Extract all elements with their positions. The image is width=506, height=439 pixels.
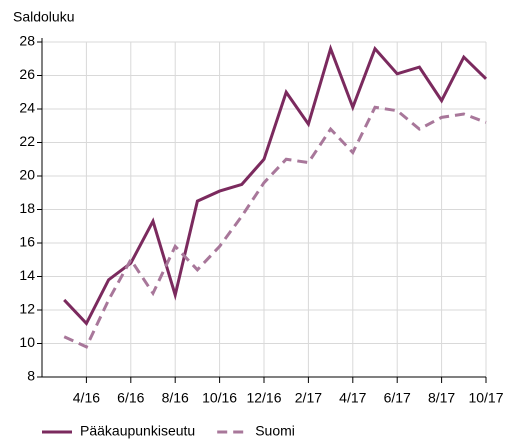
y-tick-label: 10: [19, 334, 35, 350]
line-series: [63, 43, 488, 326]
y-tick-label: 14: [19, 267, 35, 283]
y-tick-label: 18: [19, 200, 35, 216]
y-tick-label: 26: [19, 66, 35, 82]
y-tick-label: 28: [19, 33, 35, 49]
y-tick-label: 24: [19, 100, 35, 116]
y-tick-label: 16: [19, 234, 35, 250]
x-tick-label: 10/17: [468, 390, 503, 406]
y-tick-label: 8: [27, 368, 35, 384]
x-tick-label: 4/16: [73, 390, 100, 406]
legend-label: Suomi: [255, 423, 295, 439]
x-tick-label: 12/16: [246, 390, 281, 406]
y-tick-label: 20: [19, 167, 35, 183]
x-tick-label: 6/17: [384, 390, 411, 406]
x-tick-label: 4/17: [339, 390, 366, 406]
x-tick-label: 8/17: [428, 390, 455, 406]
x-tick-label: 8/16: [162, 390, 189, 406]
y-tick-label: 12: [19, 301, 35, 317]
y-tick-label: 22: [19, 133, 35, 149]
x-tick-label: 6/16: [117, 390, 144, 406]
x-tick-label: 2/17: [295, 390, 322, 406]
line-series: [63, 105, 487, 349]
legend-label: Pääkaupunkiseutu: [80, 423, 195, 439]
y-axis-label: Saldoluku: [13, 9, 75, 25]
x-tick-label: 10/16: [202, 390, 237, 406]
